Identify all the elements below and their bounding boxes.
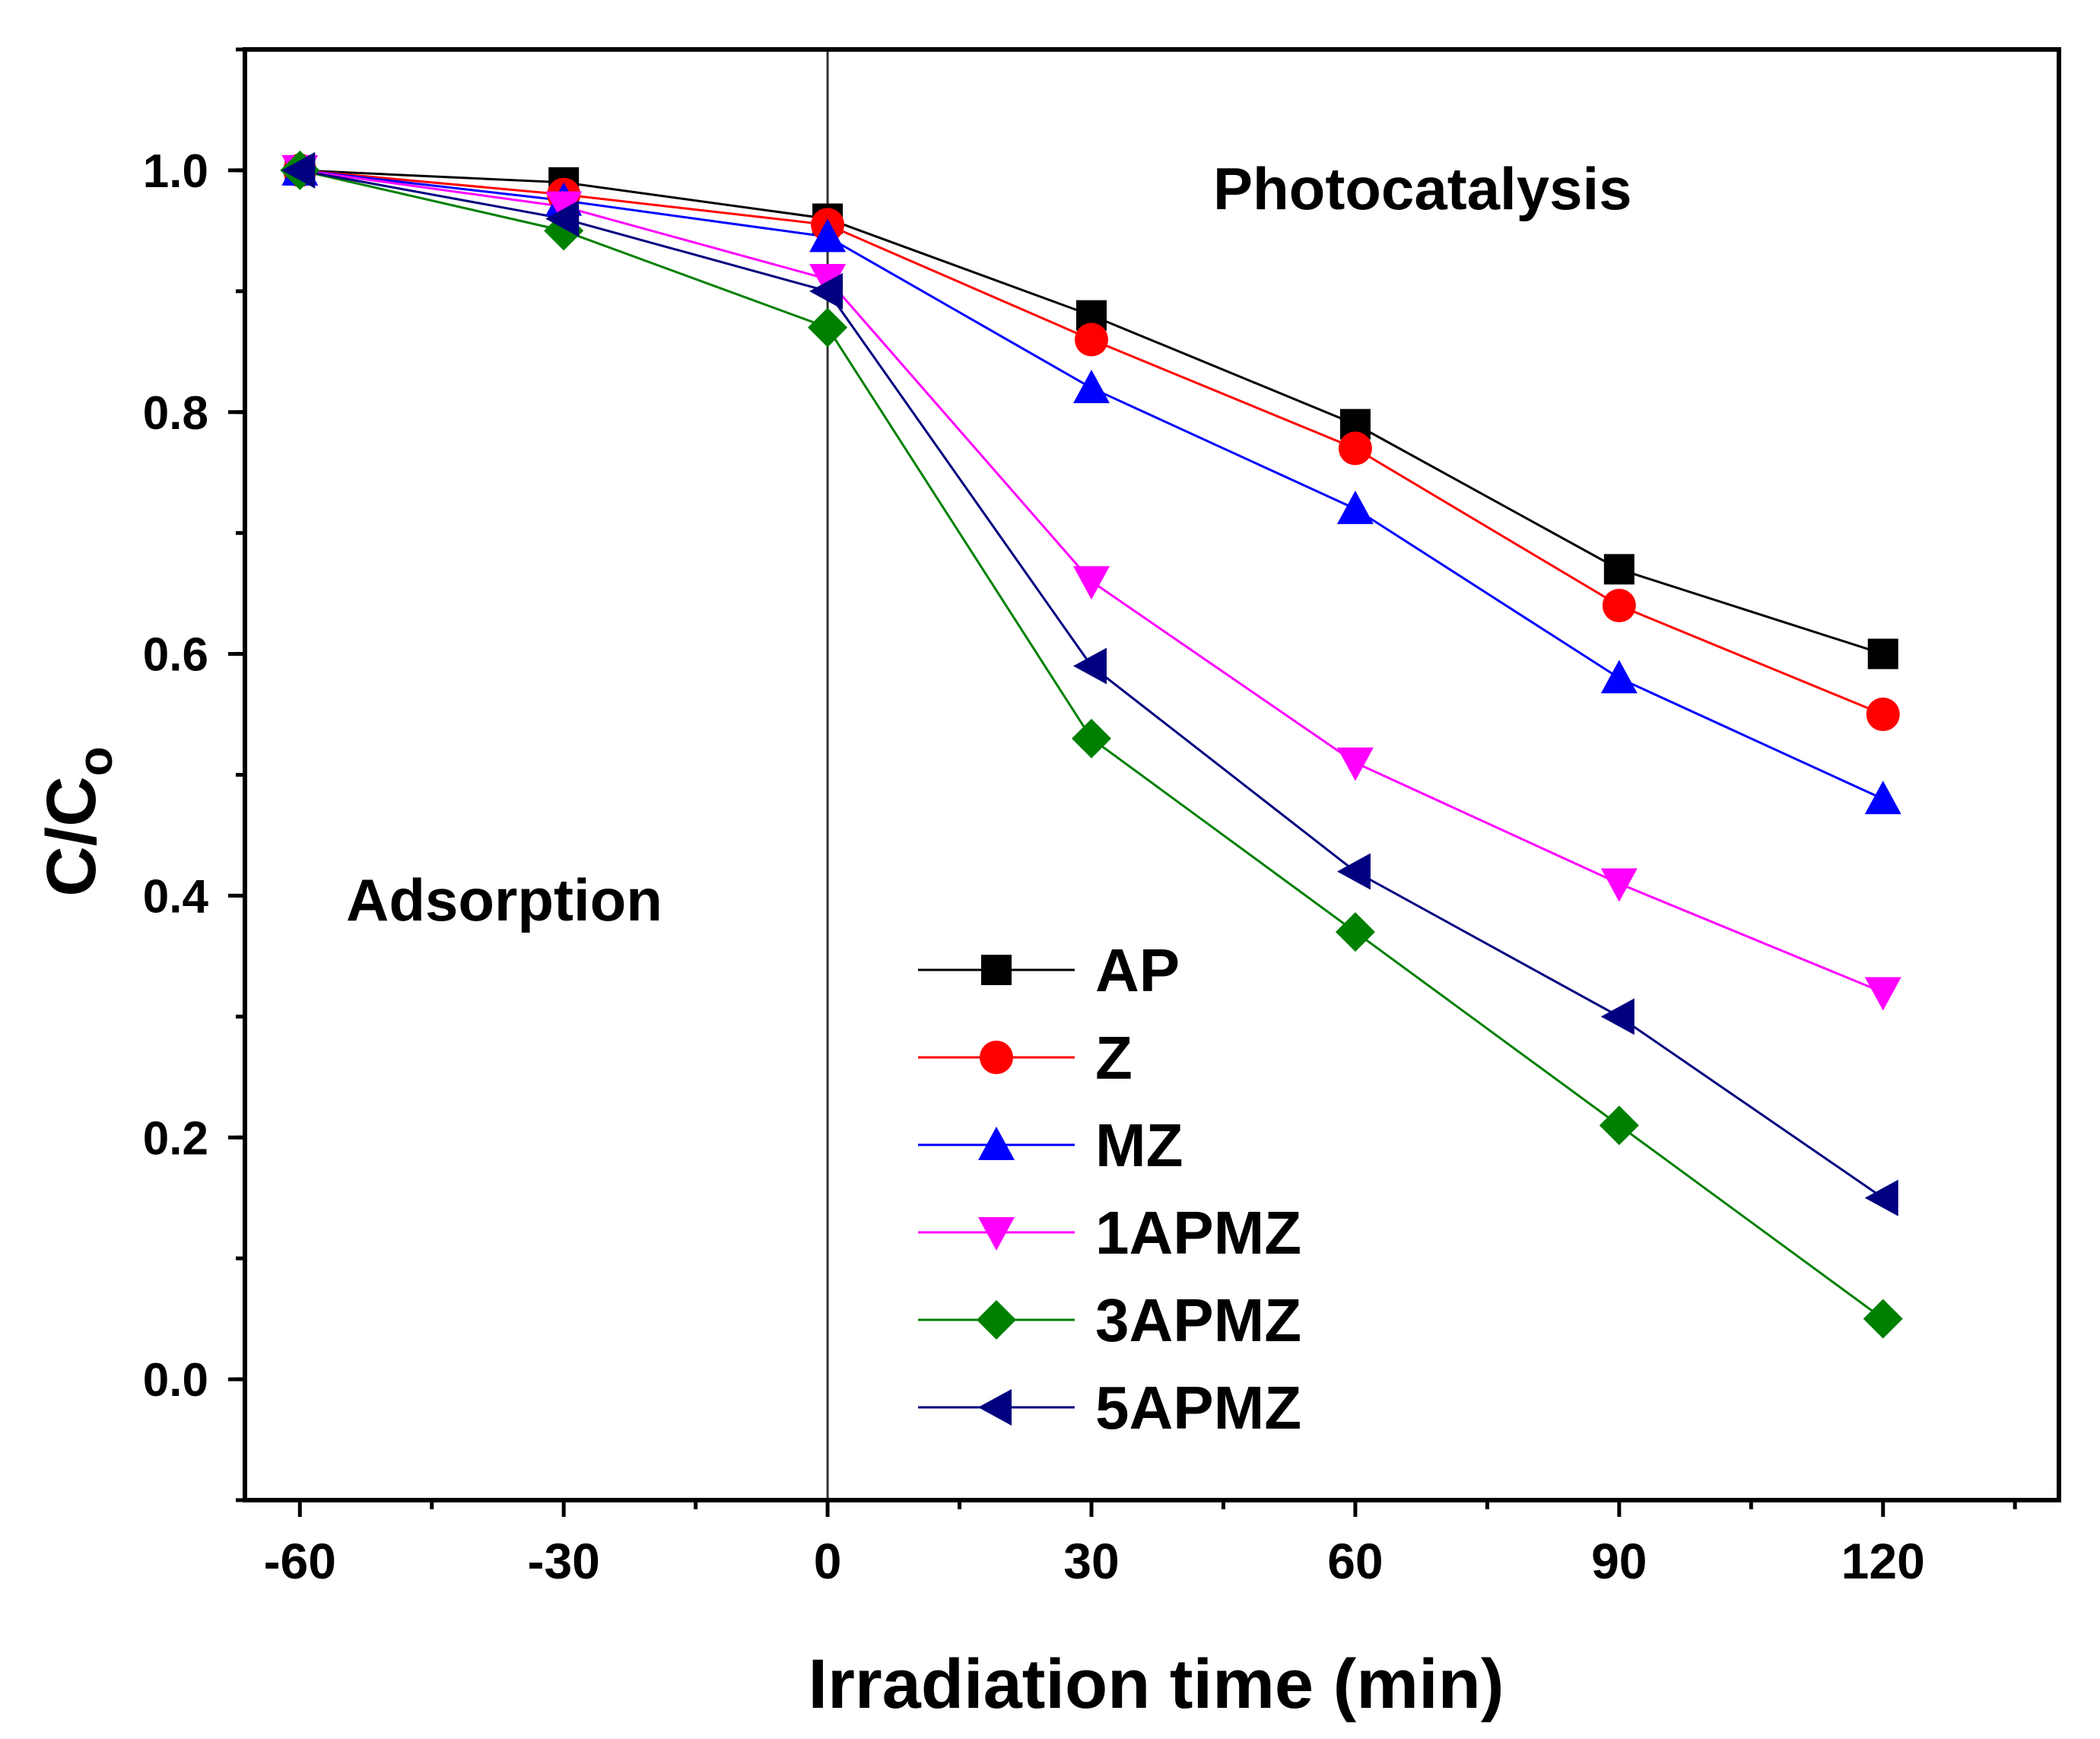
data-point bbox=[1600, 868, 1638, 902]
series-mz bbox=[300, 169, 1884, 800]
y-tick-label: 0.6 bbox=[143, 629, 208, 682]
legend-marker bbox=[978, 1217, 1015, 1251]
y-tick-label: 0.0 bbox=[143, 1354, 208, 1407]
x-tick-label: 90 bbox=[1591, 1533, 1647, 1589]
data-point bbox=[809, 272, 843, 310]
y-axis-label: C/Co bbox=[33, 746, 122, 897]
legend-marker bbox=[978, 1127, 1015, 1160]
data-point bbox=[1600, 998, 1635, 1035]
plot-frame bbox=[243, 47, 2061, 1502]
series-line bbox=[300, 169, 1884, 716]
data-point bbox=[809, 218, 847, 253]
data-point bbox=[1864, 1179, 1898, 1216]
svg-text:C/Co: C/Co bbox=[33, 746, 122, 897]
data-point bbox=[1599, 1105, 1639, 1146]
legend-label: 1APMZ bbox=[1095, 1199, 1301, 1267]
data-point bbox=[545, 191, 583, 225]
annotation-photocatalysis: Photocatalysis bbox=[1213, 155, 1632, 222]
series-markers-5apmz bbox=[281, 151, 1898, 1216]
legend-item-5apmz: 5APMZ bbox=[918, 1374, 1301, 1442]
y-tick-label: 1.0 bbox=[143, 145, 208, 198]
data-point bbox=[808, 307, 848, 348]
series-z bbox=[300, 169, 1884, 716]
legend-marker bbox=[981, 955, 1012, 985]
x-tick-label: 60 bbox=[1327, 1533, 1383, 1589]
x-tick-label: 30 bbox=[1063, 1533, 1119, 1589]
annotation-adsorption: Adsorption bbox=[346, 866, 662, 933]
y-tick-label: 0.2 bbox=[143, 1112, 208, 1165]
data-point bbox=[809, 263, 847, 297]
legend-label: MZ bbox=[1095, 1111, 1183, 1179]
legend-marker bbox=[980, 1041, 1013, 1074]
data-point bbox=[1073, 647, 1107, 685]
legend-marker bbox=[977, 1300, 1016, 1340]
data-point bbox=[1073, 369, 1110, 403]
data-point bbox=[1073, 566, 1110, 600]
legend-item-1apmz: 1APMZ bbox=[918, 1199, 1301, 1267]
legend-item-3apmz: 3APMZ bbox=[918, 1286, 1301, 1354]
data-point bbox=[1336, 490, 1374, 524]
legend-label: 3APMZ bbox=[1095, 1286, 1301, 1354]
legend-label: Z bbox=[1095, 1024, 1133, 1092]
data-point bbox=[1864, 977, 1901, 1011]
data-point bbox=[1336, 853, 1371, 890]
legend: AP Z MZ 1APMZ 3APMZ 5APMZ bbox=[918, 936, 1301, 1442]
legend-label: 5APMZ bbox=[1095, 1374, 1301, 1442]
data-point bbox=[1863, 1299, 1903, 1339]
data-point bbox=[1866, 698, 1900, 732]
data-point bbox=[281, 151, 316, 189]
series-line bbox=[300, 169, 1884, 800]
legend-item-z: Z bbox=[918, 1024, 1133, 1092]
y-tick-label: 0.8 bbox=[143, 387, 208, 440]
y-tick-label: 0.4 bbox=[143, 870, 209, 923]
x-axis-label: Irradiation time (min) bbox=[809, 1645, 1504, 1723]
data-point bbox=[1602, 589, 1636, 623]
data-point bbox=[1864, 780, 1901, 815]
x-tick-label: -60 bbox=[264, 1533, 336, 1589]
x-tick-label: 0 bbox=[814, 1533, 842, 1589]
x-tick-label: 120 bbox=[1841, 1533, 1925, 1589]
data-point bbox=[1075, 323, 1108, 357]
legend-item-ap: AP bbox=[918, 936, 1180, 1004]
data-point bbox=[1600, 660, 1638, 694]
data-point bbox=[1338, 431, 1372, 466]
data-point bbox=[1867, 638, 1898, 669]
series-markers-3apmz bbox=[280, 150, 1903, 1339]
y-axis-label-subscript: o bbox=[68, 746, 122, 776]
data-point bbox=[1336, 747, 1374, 781]
data-point bbox=[1603, 554, 1635, 585]
y-axis-label-main: C/C bbox=[33, 776, 110, 896]
legend-label: AP bbox=[1095, 936, 1180, 1004]
series-markers-z bbox=[283, 153, 1900, 732]
legend-item-mz: MZ bbox=[918, 1111, 1183, 1179]
series-markers-mz bbox=[281, 151, 1901, 815]
data-point bbox=[1072, 718, 1111, 758]
x-tick-label: -30 bbox=[527, 1533, 599, 1589]
data-point bbox=[1335, 912, 1375, 952]
series-markers-1apmz bbox=[281, 154, 1901, 1011]
legend-marker bbox=[978, 1389, 1012, 1426]
data-point bbox=[545, 200, 580, 237]
